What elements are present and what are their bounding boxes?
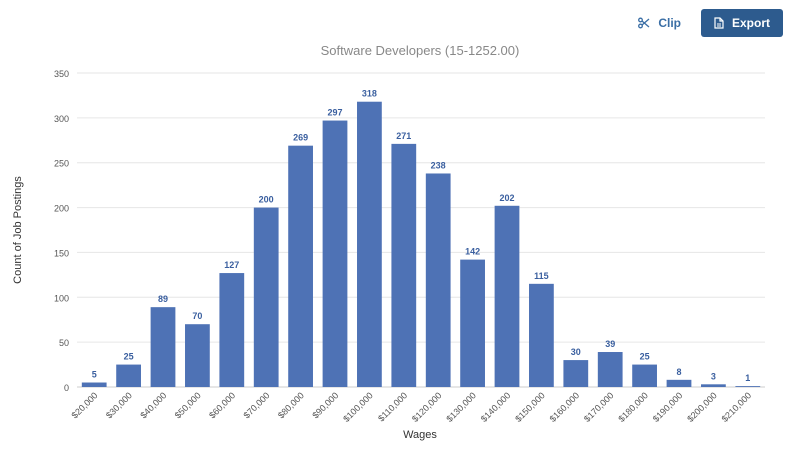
- x-tick-label: $210,000: [720, 390, 754, 424]
- bar: [597, 352, 623, 387]
- x-tick-label: $180,000: [616, 390, 650, 424]
- bar: [666, 379, 692, 387]
- data-labels: 5258970127200269297318271238142202115303…: [92, 89, 751, 383]
- data-label: 30: [571, 347, 581, 357]
- bar: [391, 143, 417, 387]
- bar: [494, 205, 520, 387]
- bar: [701, 384, 726, 387]
- x-tick-label: $40,000: [138, 390, 168, 420]
- bar: [460, 259, 485, 387]
- y-tick-labels: 0 50 100 150 200 250 300 350: [54, 69, 69, 393]
- data-label: 5: [92, 370, 97, 380]
- x-tick-label: $130,000: [444, 390, 478, 424]
- x-tick-label: $150,000: [513, 390, 547, 424]
- x-tick-labels: $20,000 $30,000 $40,000 $50,000 $60,000 $70,0…: [70, 390, 754, 424]
- bar: [81, 382, 107, 387]
- data-label: 142: [465, 247, 480, 257]
- y-tick-label: 50: [59, 338, 69, 348]
- data-label: 8: [676, 367, 681, 377]
- bar: [632, 364, 657, 387]
- data-label: 297: [327, 108, 342, 118]
- y-tick-label: 100: [54, 293, 69, 303]
- x-axis-label: Wages: [403, 429, 437, 441]
- gridlines: [77, 72, 765, 388]
- document-icon: [714, 17, 724, 29]
- y-tick-label: 200: [54, 204, 69, 214]
- x-tick-label: $200,000: [685, 390, 719, 424]
- y-axis-label: Count of Job Postings: [12, 176, 24, 284]
- x-tick-label: $20,000: [70, 390, 100, 420]
- bar: [322, 120, 348, 387]
- x-tick-label: $160,000: [548, 390, 582, 424]
- bar: [735, 386, 761, 387]
- data-label: 1: [745, 373, 750, 383]
- x-tick-label: $120,000: [410, 390, 444, 424]
- y-tick-label: 300: [54, 114, 69, 124]
- data-label: 70: [192, 311, 202, 321]
- chart-title: Software Developers (15-1252.00): [321, 43, 520, 58]
- x-tick-label: $90,000: [310, 390, 340, 420]
- x-tick-label: $30,000: [104, 390, 134, 420]
- data-label: 200: [259, 195, 274, 205]
- x-tick-label: $140,000: [479, 390, 513, 424]
- x-tick-label: $170,000: [582, 390, 616, 424]
- bar: [185, 324, 210, 387]
- y-tick-label: 0: [64, 383, 69, 393]
- x-tick-label: $70,000: [242, 390, 272, 420]
- data-label: 202: [499, 193, 514, 203]
- y-tick-label: 350: [54, 69, 69, 79]
- export-label: Export: [731, 16, 770, 30]
- bar: [219, 273, 245, 387]
- data-label: 269: [293, 133, 308, 143]
- y-tick-label: 250: [54, 159, 69, 169]
- bar: [116, 364, 141, 387]
- bars: [81, 101, 761, 388]
- data-label: 39: [605, 339, 615, 349]
- scissors-icon: [638, 17, 650, 29]
- x-tick-label: $80,000: [276, 390, 306, 420]
- clip-button[interactable]: Clip: [634, 10, 685, 36]
- x-tick-label: $60,000: [207, 390, 237, 420]
- x-tick-label: $50,000: [173, 390, 203, 420]
- data-label: 25: [640, 352, 650, 362]
- x-tick-label: $190,000: [651, 390, 685, 424]
- bar: [150, 307, 176, 387]
- clip-label: Clip: [658, 16, 681, 30]
- bar: [288, 145, 313, 387]
- data-label: 238: [431, 160, 446, 170]
- bar: [253, 207, 279, 387]
- bar: [563, 360, 589, 387]
- bar: [357, 101, 382, 388]
- data-label: 89: [158, 294, 168, 304]
- data-label: 318: [362, 89, 377, 99]
- data-label: 115: [534, 271, 549, 281]
- y-tick-label: 150: [54, 248, 69, 258]
- x-tick-label: $110,000: [376, 390, 409, 423]
- data-label: 25: [124, 352, 134, 362]
- data-label: 271: [396, 131, 411, 141]
- x-tick-label: $100,000: [341, 390, 375, 424]
- data-label: 3: [711, 371, 716, 381]
- bar: [425, 173, 451, 387]
- export-button[interactable]: Export: [701, 9, 783, 37]
- data-label: 127: [224, 260, 239, 270]
- bar: [529, 283, 554, 387]
- chart-toolbar: Clip Export: [634, 9, 783, 37]
